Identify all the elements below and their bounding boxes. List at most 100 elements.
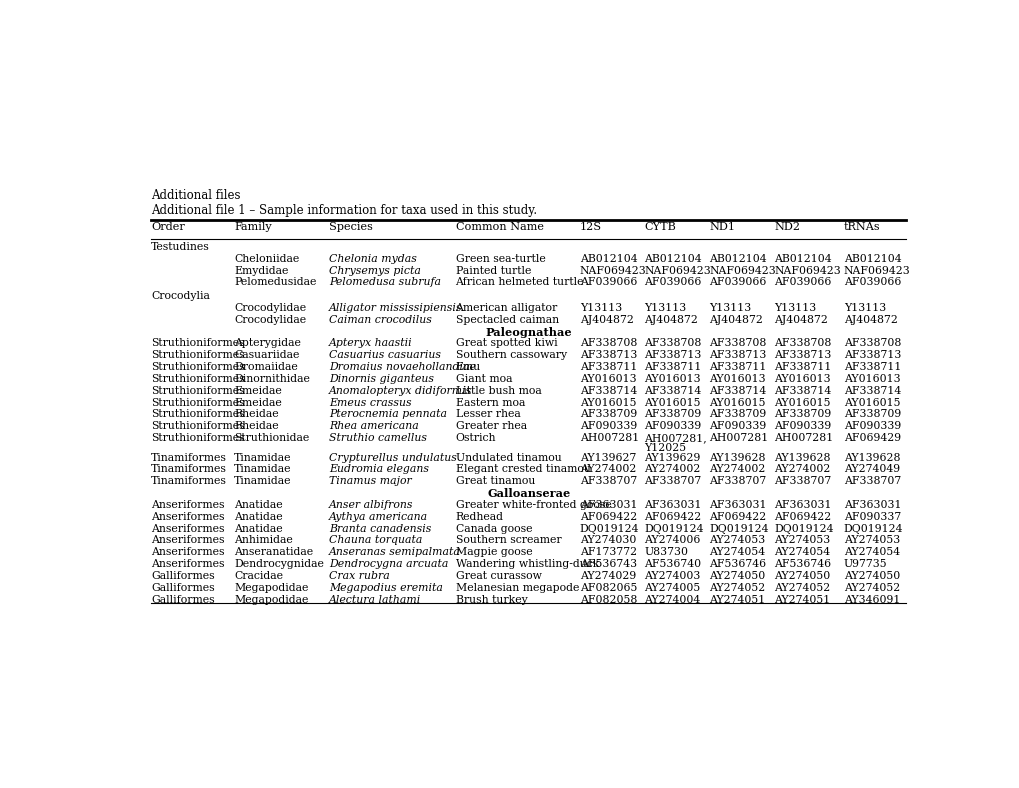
Text: AF069422: AF069422 xyxy=(773,511,830,522)
Text: AY139627: AY139627 xyxy=(579,452,636,463)
Text: Apteryx haastii: Apteryx haastii xyxy=(329,339,413,348)
Text: Eudromia elegans: Eudromia elegans xyxy=(329,464,429,474)
Text: Struthioniformes: Struthioniformes xyxy=(151,422,245,431)
Text: Y13113: Y13113 xyxy=(843,303,886,313)
Text: AF338714: AF338714 xyxy=(644,386,701,396)
Text: Painted turtle: Painted turtle xyxy=(455,266,531,276)
Text: Megapodidae: Megapodidae xyxy=(234,594,309,604)
Text: AF536746: AF536746 xyxy=(773,559,830,569)
Text: AH007281: AH007281 xyxy=(773,433,833,443)
Text: Brush turkey: Brush turkey xyxy=(455,594,527,604)
Text: AF039066: AF039066 xyxy=(773,277,830,288)
Text: ND1: ND1 xyxy=(708,222,735,232)
Text: Galliformes: Galliformes xyxy=(151,571,215,581)
Text: AY139628: AY139628 xyxy=(708,452,765,463)
Text: Pterocnemia pennata: Pterocnemia pennata xyxy=(329,410,446,419)
Text: Greater rhea: Greater rhea xyxy=(455,422,526,431)
Text: AB012104: AB012104 xyxy=(843,254,901,264)
Text: AY016013: AY016013 xyxy=(843,374,900,384)
Text: Additional file 1 – Sample information for taxa used in this study.: Additional file 1 – Sample information f… xyxy=(151,204,537,217)
Text: Anseriformes: Anseriformes xyxy=(151,547,224,557)
Text: AY016015: AY016015 xyxy=(773,398,829,407)
Text: Anseriformes: Anseriformes xyxy=(151,523,224,533)
Text: ND2: ND2 xyxy=(773,222,799,232)
Text: AY274054: AY274054 xyxy=(773,547,829,557)
Text: AY139629: AY139629 xyxy=(644,452,700,463)
Text: AY274050: AY274050 xyxy=(708,571,765,581)
Text: Caiman crocodilus: Caiman crocodilus xyxy=(329,315,431,325)
Text: NAF069423: NAF069423 xyxy=(579,266,646,276)
Text: AY274050: AY274050 xyxy=(773,571,829,581)
Text: AF338711: AF338711 xyxy=(579,362,637,372)
Text: Anhimidae: Anhimidae xyxy=(234,535,292,545)
Text: tRNAs: tRNAs xyxy=(843,222,879,232)
Text: AF338707: AF338707 xyxy=(708,476,766,486)
Text: African helmeted turtle: African helmeted turtle xyxy=(455,277,584,288)
Text: AJ404872: AJ404872 xyxy=(644,315,698,325)
Text: AY016015: AY016015 xyxy=(579,398,636,407)
Text: AF338711: AF338711 xyxy=(773,362,830,372)
Text: Branta canadensis: Branta canadensis xyxy=(329,523,431,533)
Text: AY274050: AY274050 xyxy=(843,571,899,581)
Text: Tinamiformes: Tinamiformes xyxy=(151,476,227,486)
Text: AF069422: AF069422 xyxy=(708,511,766,522)
Text: Magpie goose: Magpie goose xyxy=(455,547,532,557)
Text: Megapodius eremita: Megapodius eremita xyxy=(329,582,442,593)
Text: AF082065: AF082065 xyxy=(579,582,637,593)
Text: AF069422: AF069422 xyxy=(644,511,701,522)
Text: AF363031: AF363031 xyxy=(773,500,830,510)
Text: Anomalopteryx didiformis: Anomalopteryx didiformis xyxy=(329,386,472,396)
Text: Struthioniformes: Struthioniformes xyxy=(151,339,245,348)
Text: Tinamidae: Tinamidae xyxy=(234,476,291,486)
Text: Crocodylia: Crocodylia xyxy=(151,291,210,301)
Text: AF338714: AF338714 xyxy=(708,386,766,396)
Text: AF069422: AF069422 xyxy=(579,511,636,522)
Text: Greater white-fronted goose: Greater white-fronted goose xyxy=(455,500,610,510)
Text: Struthioniformes: Struthioniformes xyxy=(151,433,245,443)
Text: Additional files: Additional files xyxy=(151,188,240,202)
Text: AJ404872: AJ404872 xyxy=(579,315,633,325)
Text: Struthioniformes: Struthioniformes xyxy=(151,362,245,372)
Text: Great spotted kiwi: Great spotted kiwi xyxy=(455,339,556,348)
Text: AF338711: AF338711 xyxy=(644,362,701,372)
Text: AY274051: AY274051 xyxy=(773,594,829,604)
Text: Chauna torquata: Chauna torquata xyxy=(329,535,422,545)
Text: AF173772: AF173772 xyxy=(579,547,636,557)
Text: AY016015: AY016015 xyxy=(843,398,900,407)
Text: AY274004: AY274004 xyxy=(644,594,700,604)
Text: AF536743: AF536743 xyxy=(579,559,636,569)
Text: Dendrocygna arcuata: Dendrocygna arcuata xyxy=(329,559,448,569)
Text: DQ019124: DQ019124 xyxy=(644,523,703,533)
Text: AJ404872: AJ404872 xyxy=(843,315,897,325)
Text: AY274006: AY274006 xyxy=(644,535,700,545)
Text: AY016013: AY016013 xyxy=(708,374,765,384)
Text: AY274029: AY274029 xyxy=(579,571,635,581)
Text: Testudines: Testudines xyxy=(151,242,210,252)
Text: AY274051: AY274051 xyxy=(708,594,765,604)
Text: AB012104: AB012104 xyxy=(773,254,830,264)
Text: Melanesian megapode: Melanesian megapode xyxy=(455,582,579,593)
Text: Y13113: Y13113 xyxy=(773,303,815,313)
Text: AY274030: AY274030 xyxy=(579,535,636,545)
Text: AF363031: AF363031 xyxy=(644,500,701,510)
Text: AY274053: AY274053 xyxy=(843,535,899,545)
Text: AF338708: AF338708 xyxy=(843,339,900,348)
Text: AF338707: AF338707 xyxy=(773,476,830,486)
Text: AF338707: AF338707 xyxy=(644,476,701,486)
Text: Emeus crassus: Emeus crassus xyxy=(329,398,412,407)
Text: AH007281: AH007281 xyxy=(708,433,767,443)
Text: AF338713: AF338713 xyxy=(773,351,830,360)
Text: AF338713: AF338713 xyxy=(843,351,900,360)
Text: Pelomedusidae: Pelomedusidae xyxy=(234,277,316,288)
Text: AY016013: AY016013 xyxy=(644,374,700,384)
Text: Chrysemys picta: Chrysemys picta xyxy=(329,266,421,276)
Text: AY274052: AY274052 xyxy=(773,582,829,593)
Text: AF090337: AF090337 xyxy=(843,511,900,522)
Text: Chelonia mydas: Chelonia mydas xyxy=(329,254,417,264)
Text: Rheidae: Rheidae xyxy=(234,410,278,419)
Text: Eastern moa: Eastern moa xyxy=(455,398,525,407)
Text: Dinornithidae: Dinornithidae xyxy=(234,374,310,384)
Text: AF338708: AF338708 xyxy=(644,339,701,348)
Text: AF039066: AF039066 xyxy=(579,277,637,288)
Text: AY016015: AY016015 xyxy=(644,398,700,407)
